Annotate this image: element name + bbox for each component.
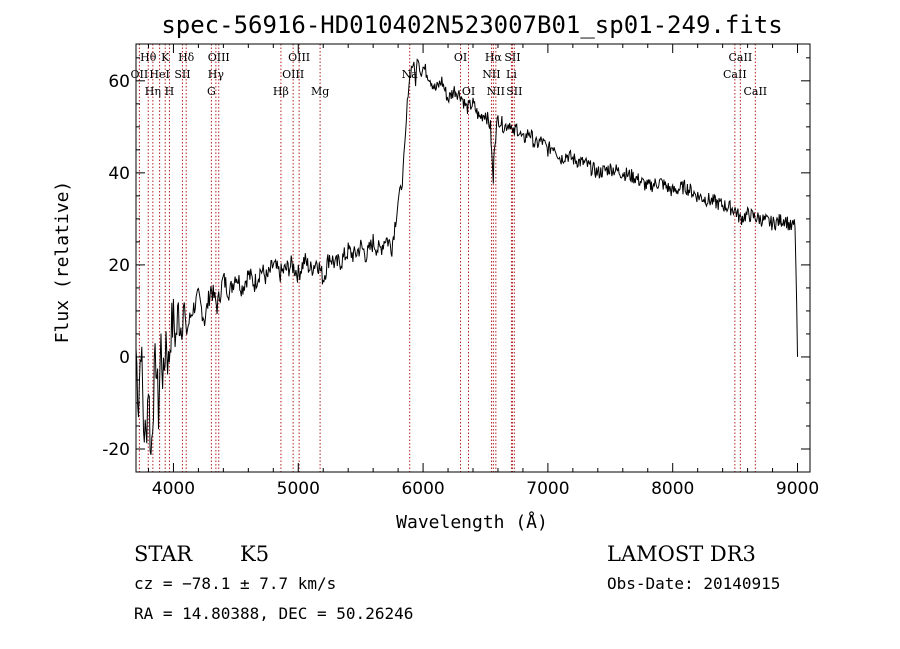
- x-tick-label: 8000: [651, 479, 694, 499]
- spectral-line-label: OIII: [208, 51, 230, 64]
- spectral-line-label: Li: [506, 68, 517, 81]
- coordinates: RA = 14.80388, DEC = 50.26246: [134, 604, 413, 623]
- y-tick-label: 0: [119, 348, 130, 368]
- spectral-line-label: Hη: [145, 85, 161, 98]
- spectral-line-label: Hα: [485, 51, 503, 64]
- spectral-line-label: NII: [487, 85, 505, 98]
- x-tick-label: 5000: [277, 479, 320, 499]
- y-tick-label: 40: [108, 164, 130, 184]
- spectral-line-label: CaII: [743, 85, 767, 98]
- y-tick-label: -20: [102, 440, 130, 460]
- spectral-line-label: Hδ: [178, 51, 195, 64]
- spectral-line-labels: Hθ OII Hη HeI K H SII Hδ OIII Hγ G Hβ OIII OIII Mg Na OI…: [131, 51, 768, 98]
- y-tick-label: 20: [108, 256, 130, 276]
- spectral-line-label: OIII: [288, 51, 310, 64]
- spectral-line-label: OIII: [282, 68, 304, 81]
- spectral-line-label: NII: [482, 68, 500, 81]
- x-tick-label: 6000: [401, 479, 444, 499]
- x-tick-label: 9000: [776, 479, 819, 499]
- x-axis-label: Wavelength (Å): [396, 511, 548, 533]
- y-axis-label: Flux (relative): [52, 181, 73, 344]
- spectral-line-label: CaII: [729, 51, 753, 64]
- spectral-line-label: Hβ: [273, 85, 289, 98]
- spectral-line-label: SII: [504, 51, 520, 64]
- obs-date: Obs-Date: 20140915: [607, 574, 780, 593]
- x-tick-label: 7000: [526, 479, 569, 499]
- spectral-line-label: G: [207, 85, 216, 98]
- spectrum-line: [135, 58, 798, 456]
- spectral-line-label: Hγ: [208, 68, 225, 81]
- redshift-cz: cz = −78.1 ± 7.7 km/s: [134, 574, 336, 593]
- spectral-line-label: CaII: [723, 68, 747, 81]
- spectral-line-label: SII: [506, 85, 522, 98]
- plot-frame: [135, 43, 811, 473]
- spectral-line-markers: [138, 44, 756, 472]
- spectral-line-label: Na: [402, 68, 419, 81]
- survey-name: LAMOST DR3: [607, 542, 756, 566]
- spectral-line-label: OII: [131, 68, 149, 81]
- y-tick-label: 60: [108, 72, 130, 92]
- spectral-line-label: Hθ: [140, 51, 157, 64]
- spectral-line-label: SII: [174, 68, 190, 81]
- x-tick-label: 4000: [152, 479, 195, 499]
- spectral-line-label: OI: [462, 85, 475, 98]
- spectral-line-label: H: [165, 85, 175, 98]
- spectral-line-label: OI: [454, 51, 467, 64]
- spectral-line-label: Mg: [311, 85, 329, 98]
- y-axis-ticks: -20 0 20 40 60: [102, 57, 810, 473]
- object-subclass: K5: [240, 542, 269, 566]
- object-class: STAR: [134, 542, 193, 566]
- spectral-line-label: K: [161, 51, 170, 64]
- chart-title: spec-56916-HD010402N523007B01_sp01-249.f…: [161, 11, 782, 39]
- x-axis-ticks: 4000 5000 6000 7000 8000 9000: [147, 44, 819, 499]
- spectral-line-label: HeI: [149, 68, 169, 81]
